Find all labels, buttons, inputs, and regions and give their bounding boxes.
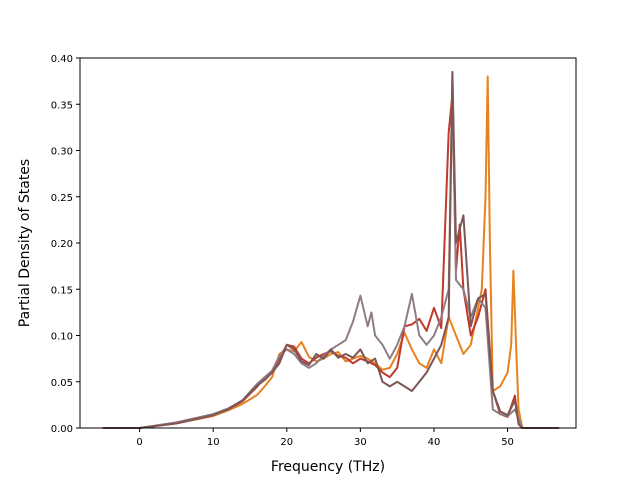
x-tick-label: 40: [428, 437, 441, 448]
y-tick-label: 0.30: [51, 147, 73, 158]
plot-area: [102, 70, 560, 429]
x-tick-label: 0: [136, 437, 142, 448]
series-line-3: [102, 75, 560, 429]
y-tick-label: 0.20: [51, 239, 73, 250]
y-tick-label: 0.10: [51, 332, 73, 343]
x-tick-label: 20: [280, 437, 293, 448]
x-axis-label: Frequency (THz): [271, 459, 385, 475]
y-tick-label: 0.25: [51, 193, 73, 204]
plot-frame: [79, 57, 577, 429]
x-tick-label: 10: [207, 437, 220, 448]
x-tick-label: 30: [354, 437, 367, 448]
y-tick-label: 0.05: [51, 378, 73, 389]
series-line-4: [102, 70, 560, 429]
y-axis-label: Partial Density of States: [17, 159, 33, 327]
series-line-1: [102, 75, 560, 429]
x-tick-label: 50: [501, 437, 514, 448]
y-tick-label: 0.35: [51, 100, 73, 111]
y-axis-ticks: 0.00 0.05 0.10 0.15 0.20 0.25 0.30 0.35 0.40: [51, 54, 80, 435]
y-tick-label: 0.15: [51, 285, 73, 296]
y-tick-label: 0.40: [51, 54, 73, 65]
y-tick-label: 0.00: [51, 424, 73, 435]
x-axis-ticks: 0 10 20 30 40 50: [136, 428, 514, 448]
